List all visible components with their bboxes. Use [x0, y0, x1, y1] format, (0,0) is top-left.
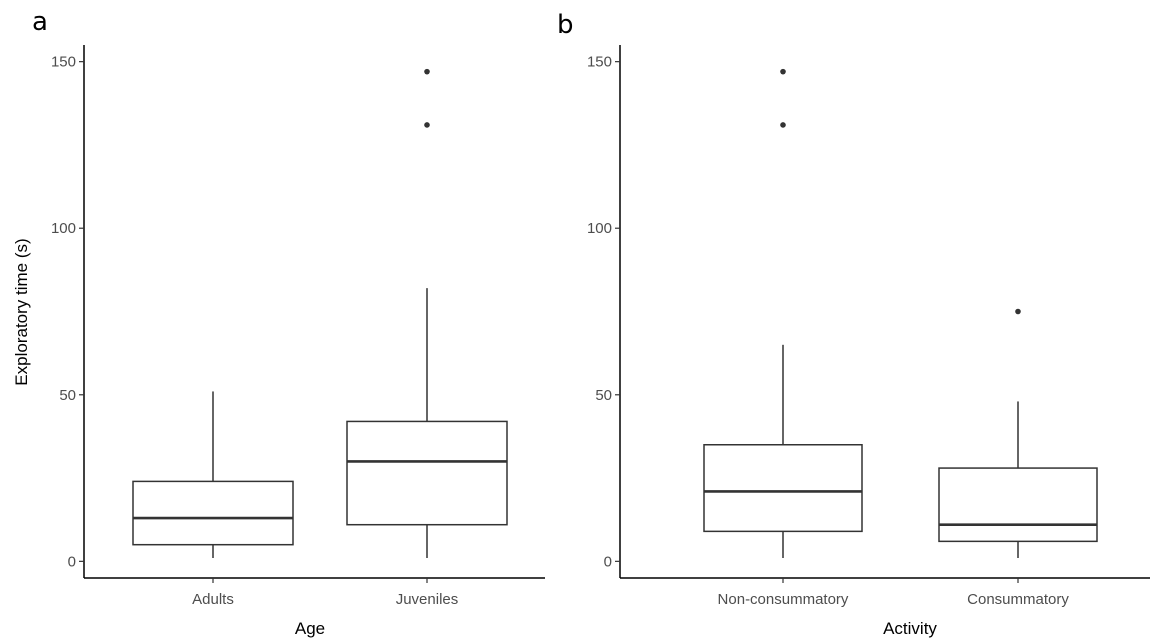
- panel-a-outlier-point: [424, 122, 430, 128]
- panel-a-y-axis-title: Exploratory time (s): [12, 238, 31, 385]
- panel-a-box: [132, 480, 294, 546]
- panel-b-x-tick-label: Consummatory: [967, 591, 1069, 608]
- panel-b-x-axis-title: Activity: [883, 619, 937, 638]
- panel-a-y-tick-label: 150: [51, 54, 76, 71]
- panel-b-y-tick-label: 150: [587, 54, 612, 71]
- panel-a-outlier-point: [424, 68, 430, 75]
- panel-b-box: [938, 467, 1098, 543]
- panel-b-box: [703, 444, 863, 533]
- panel-a-y-tick-label: 0: [68, 553, 76, 570]
- panel-a-letter: a: [32, 7, 48, 37]
- panel-b-x-tick-label: Non-consummatory: [718, 591, 849, 608]
- panel-a-x-tick-label: Juveniles: [396, 591, 459, 608]
- panel-a-x-tick-label: Adults: [192, 591, 234, 608]
- panel-b-y-tick-label: 0: [604, 553, 612, 570]
- panel-a-y-tick-label: 50: [59, 387, 76, 404]
- panel-b-outlier-point: [1015, 308, 1021, 315]
- panel-b-y-tick-label: 50: [595, 387, 612, 404]
- panel-b-outlier-point: [780, 122, 786, 128]
- panel-a-x-axis-title: Age: [295, 619, 325, 638]
- panel-a-y-tick-label: 100: [51, 220, 76, 237]
- panel-b-letter: b: [557, 10, 574, 40]
- panel-a-box: [346, 420, 508, 526]
- panel-b-outlier-point: [780, 68, 786, 75]
- panel-b-y-tick-label: 100: [587, 220, 612, 237]
- panel-a: a 0 50 100 150 Adults Juveniles Age Explorato…: [12, 7, 545, 638]
